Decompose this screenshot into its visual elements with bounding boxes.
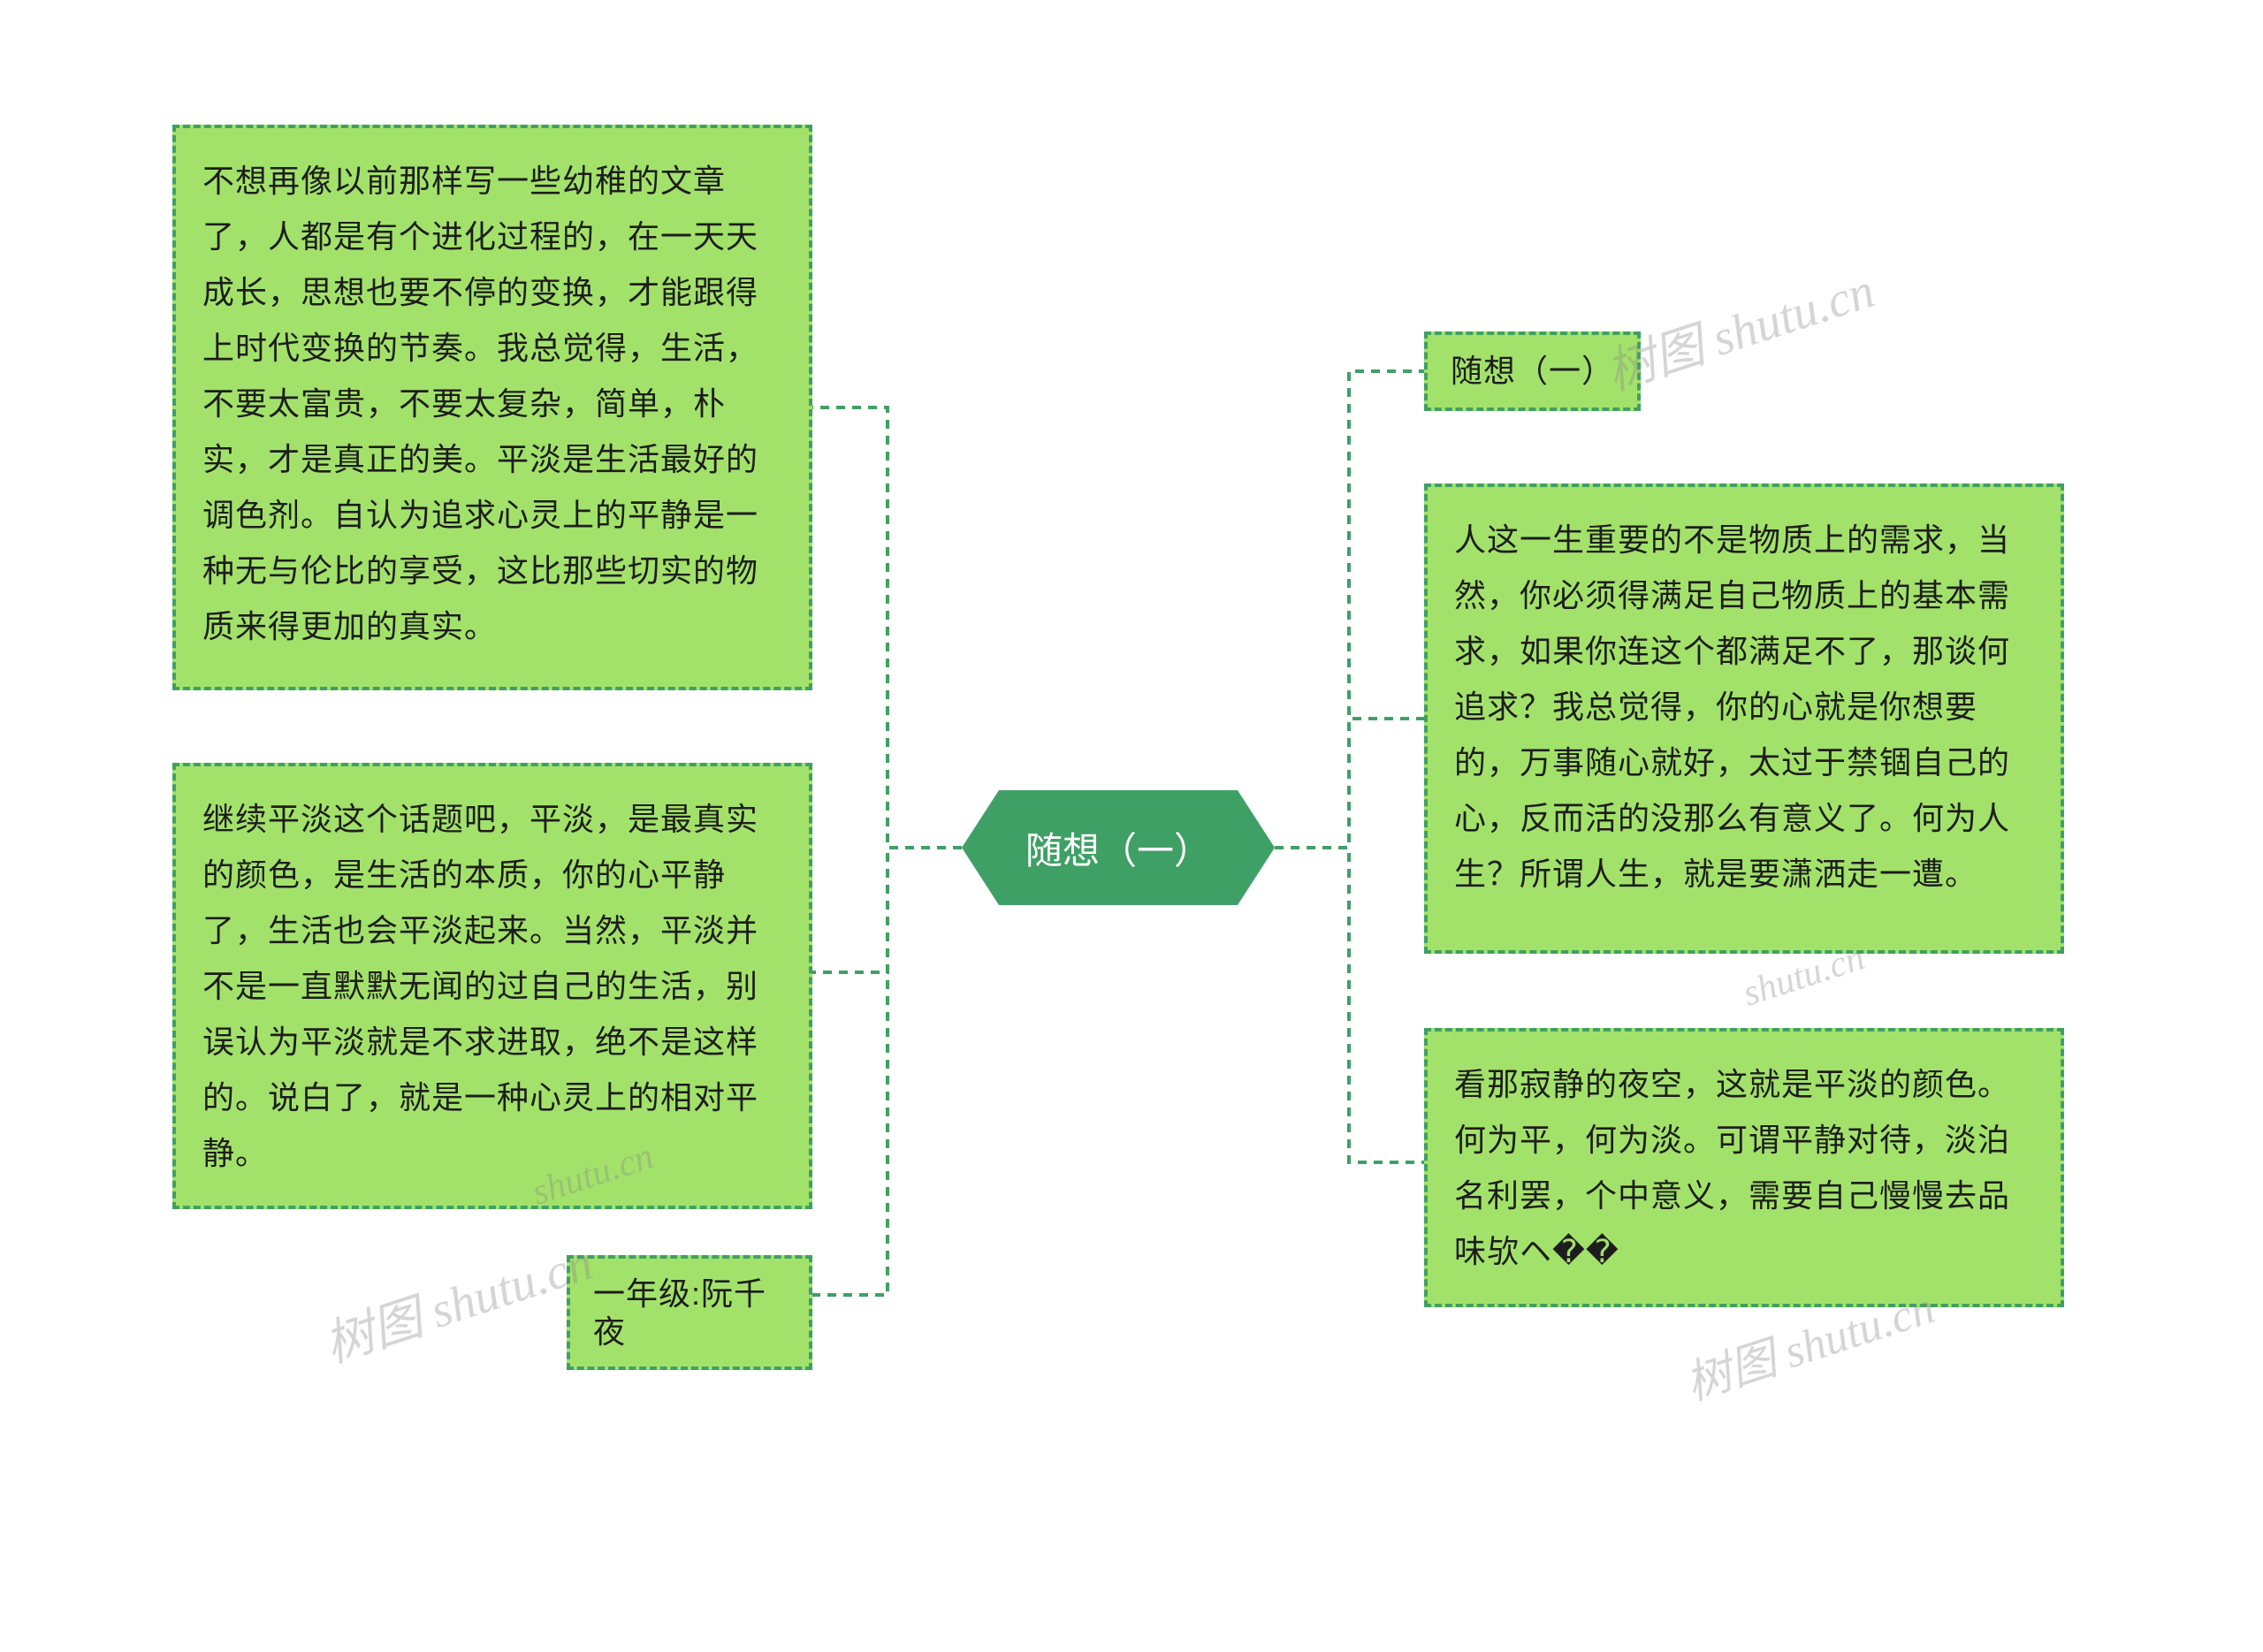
- node-text: 不想再像以前那样写一些幼稚的文章了，人都是有个进化过程的，在一天天成长，思想也要…: [202, 163, 758, 644]
- watermark: 树图 shutu.cn: [314, 1222, 600, 1376]
- node-left-bottom[interactable]: 一年级:阮千夜: [567, 1255, 812, 1370]
- center-node[interactable]: 随想（一）: [962, 790, 1275, 905]
- node-text: 继续平淡这个话题吧，平淡，是最真实的颜色，是生活的本质，你的心平静了，生活也会平…: [202, 801, 758, 1171]
- node-text: 看那寂静的夜空，这就是平淡的颜色。何为平，何为淡。可谓平静对待，淡泊名利罢，个中…: [1454, 1066, 2010, 1269]
- node-left-mid[interactable]: 继续平淡这个话题吧，平淡，是最真实的颜色，是生活的本质，你的心平静了，生活也会平…: [172, 763, 812, 1209]
- node-right-top[interactable]: 随想（一）: [1424, 331, 1641, 411]
- node-right-bottom[interactable]: 看那寂静的夜空，这就是平淡的颜色。何为平，何为淡。可谓平静对待，淡泊名利罢，个中…: [1424, 1028, 2064, 1307]
- node-left-top[interactable]: 不想再像以前那样写一些幼稚的文章了，人都是有个进化过程的，在一天天成长，思想也要…: [172, 125, 812, 690]
- mindmap-canvas: 随想（一） 不想再像以前那样写一些幼稚的文章了，人都是有个进化过程的，在一天天成…: [0, 0, 2263, 1652]
- center-label: 随想（一）: [1025, 821, 1211, 875]
- node-text: 一年级:阮千夜: [593, 1275, 786, 1351]
- node-text: 人这一生重要的不是物质上的需求，当然，你必须得满足自己物质上的基本需求，如果你连…: [1454, 521, 2010, 892]
- node-right-mid[interactable]: 人这一生重要的不是物质上的需求，当然，你必须得满足自己物质上的基本需求，如果你连…: [1424, 483, 2064, 954]
- node-text: 随想（一）: [1451, 352, 1614, 390]
